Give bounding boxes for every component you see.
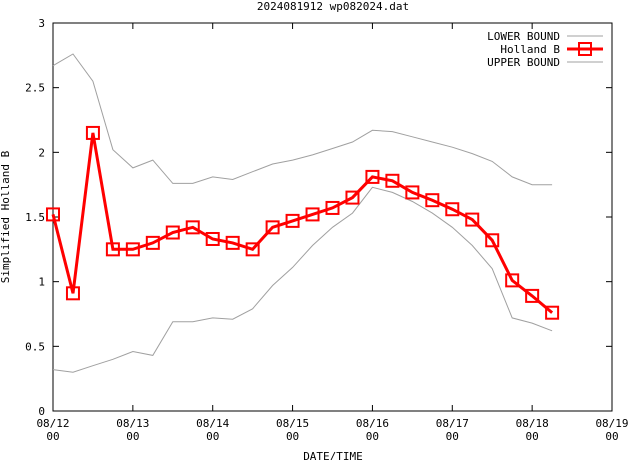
data-point — [525, 288, 540, 303]
data-point — [105, 242, 120, 257]
x-tick-label-hour: 00 — [366, 430, 379, 443]
x-tick-label-hour: 00 — [605, 430, 618, 443]
data-point — [65, 286, 80, 301]
data-point — [465, 212, 480, 227]
data-point — [365, 169, 380, 184]
legend-label: UPPER BOUND — [487, 56, 560, 69]
series-line-2 — [52, 53, 553, 186]
data-point — [265, 220, 280, 235]
data-point — [285, 213, 300, 228]
x-tick-label-date: 08/17 — [436, 417, 469, 430]
x-tick-label-hour: 00 — [206, 430, 219, 443]
x-axis-label: DATE/TIME — [303, 450, 363, 460]
x-tick-label-hour: 00 — [446, 430, 459, 443]
data-point — [345, 190, 360, 205]
plot-area — [52, 22, 613, 412]
y-tick-label: 0 — [38, 405, 45, 418]
x-tick-label-date: 08/12 — [36, 417, 69, 430]
axis-ticks: 00.511.522.5308/120008/130008/140008/150… — [25, 17, 628, 443]
data-point — [245, 242, 260, 257]
x-tick-label-date: 08/13 — [116, 417, 149, 430]
y-tick-label: 3 — [38, 17, 45, 30]
x-tick-label-date: 08/14 — [196, 417, 229, 430]
x-tick-label-hour: 00 — [286, 430, 299, 443]
y-tick-label: 1 — [38, 276, 45, 289]
x-tick-label-date: 08/19 — [595, 417, 628, 430]
x-tick-label-hour: 00 — [126, 430, 139, 443]
x-tick-label-date: 08/18 — [516, 417, 549, 430]
data-point — [505, 273, 520, 288]
data-point — [125, 242, 140, 257]
data-point — [445, 202, 460, 217]
data-point — [405, 185, 420, 200]
data-point — [205, 231, 220, 246]
data-point — [385, 173, 400, 188]
series-layer — [46, 53, 560, 373]
series-line-0 — [52, 186, 553, 373]
legend-marker — [578, 42, 592, 56]
data-point — [425, 193, 440, 208]
data-point — [485, 233, 500, 248]
data-point — [325, 200, 340, 215]
series-line-1 — [51, 132, 554, 314]
data-point — [185, 220, 200, 235]
legend-label: LOWER BOUND — [487, 30, 560, 43]
y-tick-label: 2 — [38, 146, 45, 159]
data-point — [145, 235, 160, 250]
x-tick-label-date: 08/16 — [356, 417, 389, 430]
data-point — [165, 225, 180, 240]
y-tick-label: 2.5 — [25, 82, 45, 95]
x-tick-label-hour: 00 — [46, 430, 59, 443]
y-tick-label: 1.5 — [25, 211, 45, 224]
legend-label: Holland B — [500, 43, 560, 56]
x-tick-label-date: 08/15 — [276, 417, 309, 430]
data-point — [46, 207, 60, 222]
y-tick-label: 0.5 — [25, 340, 45, 353]
data-point — [225, 235, 240, 250]
data-point — [545, 305, 560, 320]
x-tick-label-hour: 00 — [526, 430, 539, 443]
y-axis-label: Simplified Holland B — [0, 150, 12, 283]
data-point — [85, 125, 100, 140]
chart-title: 2024081912 wp082024.dat — [257, 0, 409, 13]
data-point — [305, 207, 320, 222]
